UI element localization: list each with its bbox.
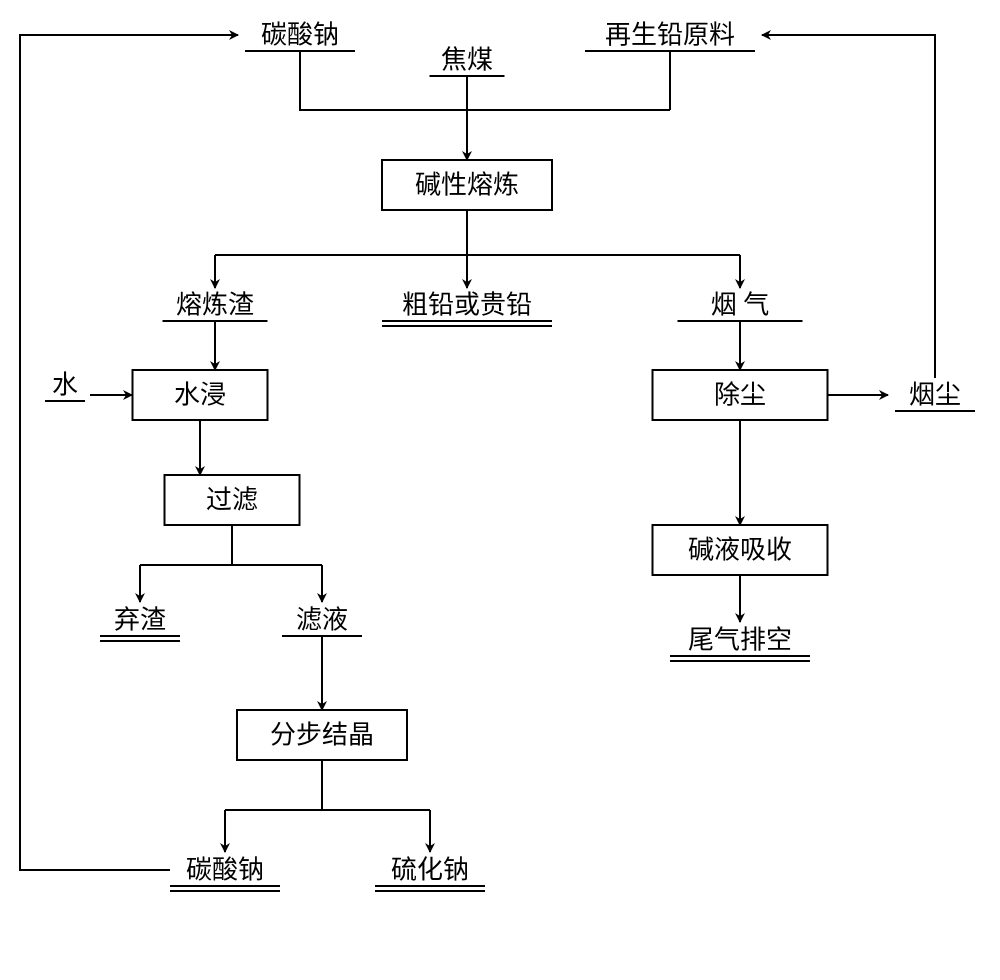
svg-text:水: 水 <box>52 371 78 400</box>
node-na2s_out: 硫化钠 <box>375 856 485 892</box>
node-alkali_abs: 碱液吸收 <box>653 525 828 575</box>
process-flowchart: 碳酸钠焦煤再生铅原料碱性熔炼熔炼渣粗铅或贵铅烟 气水水浸除尘烟尘过滤碱液吸收弃渣… <box>0 0 1000 980</box>
svg-text:分步结晶: 分步结晶 <box>270 721 374 750</box>
node-cryst: 分步结晶 <box>237 710 407 760</box>
node-crude_lead: 粗铅或贵铅 <box>382 291 552 327</box>
node-filter: 过滤 <box>165 475 300 525</box>
edge-recycle_dust <box>762 35 935 378</box>
node-slag: 熔炼渣 <box>163 291 268 322</box>
node-dust_remove: 除尘 <box>653 370 828 420</box>
node-lead_raw: 再生铅原料 <box>585 21 755 52</box>
svg-text:滤液: 滤液 <box>296 606 348 635</box>
node-na2co3_in: 碳酸钠 <box>245 21 355 52</box>
svg-text:烟 气: 烟 气 <box>711 291 770 320</box>
node-filtrate: 滤液 <box>282 606 362 637</box>
node-water_in: 水 <box>45 371 85 402</box>
svg-text:烟尘: 烟尘 <box>909 381 961 410</box>
svg-text:熔炼渣: 熔炼渣 <box>176 291 254 320</box>
svg-text:焦煤: 焦煤 <box>441 46 493 75</box>
svg-text:碳酸钠: 碳酸钠 <box>186 856 264 885</box>
svg-text:除尘: 除尘 <box>714 381 766 410</box>
svg-text:碱性熔炼: 碱性熔炼 <box>415 171 519 200</box>
svg-text:尾气排空: 尾气排空 <box>688 626 792 655</box>
svg-text:弃渣: 弃渣 <box>114 606 166 635</box>
node-na2co3_out: 碳酸钠 <box>170 856 280 892</box>
svg-text:水浸: 水浸 <box>174 381 226 410</box>
node-leach: 水浸 <box>133 370 268 420</box>
node-waste_slag: 弃渣 <box>100 606 180 642</box>
node-coke: 焦煤 <box>430 46 505 77</box>
svg-text:粗铅或贵铅: 粗铅或贵铅 <box>402 291 532 320</box>
node-flue_gas: 烟 气 <box>678 291 803 322</box>
node-tail_gas: 尾气排空 <box>670 626 810 662</box>
node-dust_out: 烟尘 <box>895 381 975 412</box>
svg-text:硫化钠: 硫化钠 <box>391 856 469 885</box>
edge-recycle_na2co3 <box>20 35 238 870</box>
svg-text:碱液吸收: 碱液吸收 <box>688 536 792 565</box>
node-smelt: 碱性熔炼 <box>382 160 552 210</box>
svg-text:过滤: 过滤 <box>206 486 258 515</box>
svg-text:碳酸钠: 碳酸钠 <box>261 21 339 50</box>
svg-text:再生铅原料: 再生铅原料 <box>605 21 735 50</box>
